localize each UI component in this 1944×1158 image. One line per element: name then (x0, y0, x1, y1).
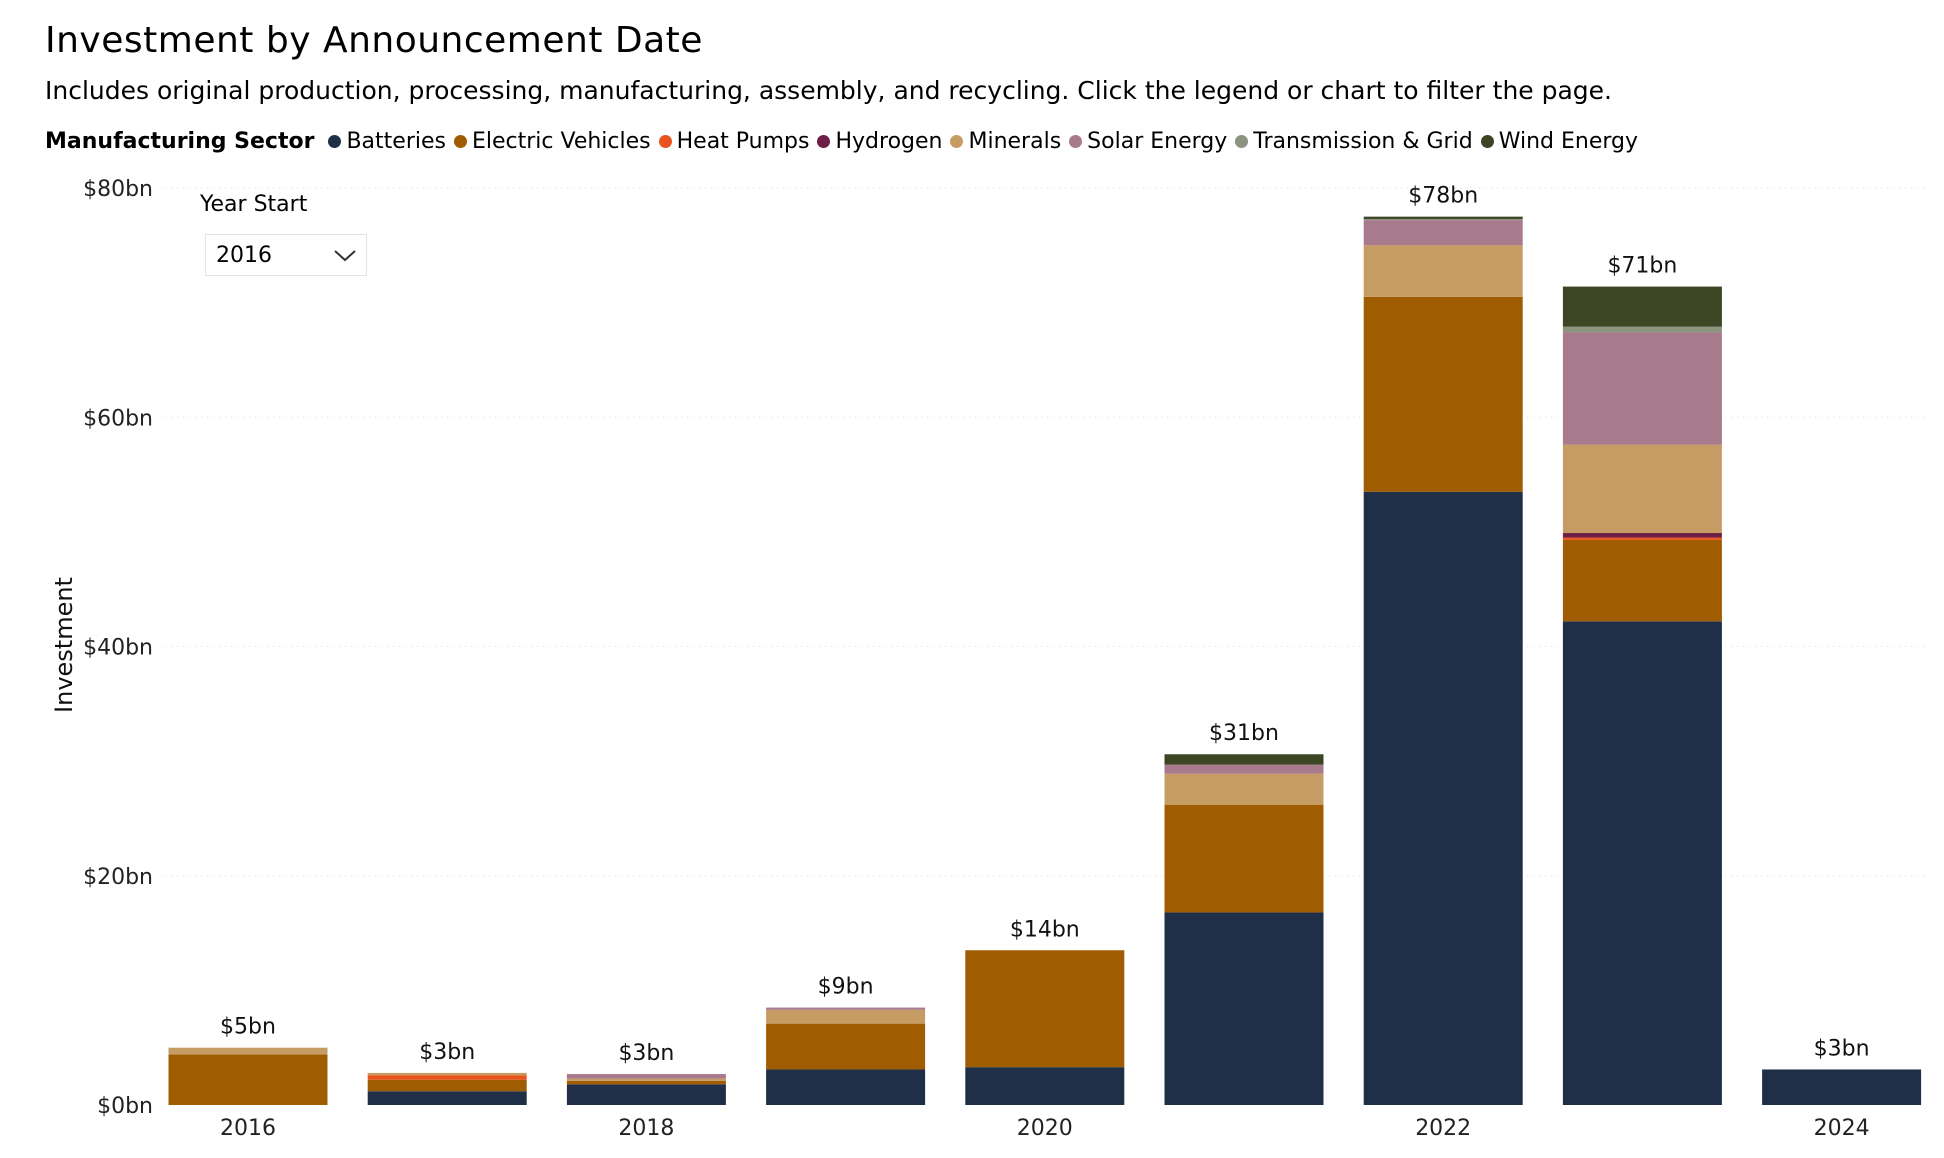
legend-dot-icon (453, 134, 467, 148)
y-axis-tick-labels: $0bn $20bn $40bn $60bn $80bn (83, 177, 153, 1119)
legend-item[interactable]: Hydrogen (817, 129, 942, 154)
bar-segment[interactable] (1562, 326, 1722, 333)
bar-segment[interactable] (766, 1009, 926, 1024)
legend-item-label: Electric Vehicles (471, 128, 651, 154)
total-labels: $5bn $3bn $3bn $9bn $14bn $31bn $78bn $71bn $3bn (220, 184, 1870, 1066)
bar-segment[interactable] (1164, 912, 1324, 1105)
chart-subtitle: Includes original production, processing… (45, 76, 1613, 105)
bar-segment[interactable] (367, 1079, 527, 1092)
x-tick-label: 2018 (618, 1116, 674, 1141)
bar-segment[interactable] (766, 1007, 926, 1010)
legend-item-label: Batteries (346, 128, 446, 154)
total-data-label: $5bn (220, 1015, 276, 1040)
bar-segment[interactable] (1762, 1069, 1922, 1105)
legend-items: Batteries Electric Vehicles Heat Pumps Hydr… (328, 129, 1646, 154)
x-axis-tick-labels: 2016 2018 2020 2022 2024 (220, 1116, 1870, 1141)
total-data-label: $9bn (818, 975, 874, 1000)
legend-item[interactable]: Heat Pumps (658, 128, 810, 154)
bar-segment[interactable] (566, 1084, 726, 1105)
bar-segment[interactable] (1562, 332, 1722, 445)
bar-segment[interactable] (1562, 286, 1722, 327)
bar-segment[interactable] (168, 1054, 328, 1105)
y-tick-label: $80bn (83, 177, 153, 202)
bar-segment[interactable] (1562, 537, 1722, 540)
legend-item-label: Heat Pumps (676, 128, 810, 154)
bar-segment[interactable] (1363, 296, 1523, 492)
legend-item-label: Minerals (968, 128, 1062, 154)
bar-segment[interactable] (566, 1074, 726, 1079)
total-data-label: $3bn (419, 1040, 475, 1065)
legend-dot-icon (1069, 134, 1083, 148)
legend-dot-icon (658, 134, 672, 148)
chevron-down-icon (334, 250, 356, 262)
year-start-dropdown[interactable]: 2016 (205, 234, 367, 276)
bar-segment[interactable] (1363, 491, 1523, 1106)
bar-segment[interactable] (1562, 444, 1722, 534)
bar-segment[interactable] (1164, 754, 1324, 765)
total-data-label: $14bn (1010, 917, 1080, 942)
legend-dot-icon (950, 134, 964, 148)
bar-segment[interactable] (1363, 216, 1523, 219)
legend-item[interactable]: Wind Energy (1480, 128, 1638, 154)
total-data-label: $3bn (1814, 1036, 1870, 1061)
y-tick-label: $0bn (97, 1094, 153, 1119)
y-tick-label: $20bn (83, 865, 153, 890)
legend-item[interactable]: Solar Energy (1069, 129, 1227, 154)
bar-segment[interactable] (1164, 764, 1324, 774)
bar-segment[interactable] (367, 1072, 527, 1076)
total-data-label: $71bn (1607, 254, 1677, 279)
bar-segment[interactable] (1363, 220, 1523, 246)
legend-dot-icon (328, 134, 342, 148)
x-tick-label: 2016 (220, 1116, 276, 1141)
total-data-label: $31bn (1209, 721, 1279, 746)
bar-segment[interactable] (367, 1091, 527, 1105)
y-axis-label: Investment (50, 577, 78, 713)
y-tick-label: $40bn (83, 636, 153, 661)
bar-segment[interactable] (766, 1023, 926, 1070)
year-start-label: Year Start (200, 192, 308, 217)
year-start-value: 2016 (216, 242, 272, 268)
x-tick-label: 2022 (1415, 1116, 1471, 1141)
x-tick-label: 2020 (1017, 1116, 1073, 1141)
bar-segment[interactable] (168, 1047, 328, 1055)
legend-item-label: Transmission & Grid (1253, 128, 1473, 154)
bar-segment[interactable] (367, 1075, 527, 1080)
bar-segment[interactable] (1562, 621, 1722, 1105)
bars (168, 216, 1922, 1106)
legend-item-label: Solar Energy (1087, 128, 1228, 154)
bar-segment[interactable] (1164, 773, 1324, 805)
legend: Manufacturing Sector Batteries Electric V… (45, 126, 1646, 156)
legend-item[interactable]: Minerals (950, 129, 1061, 154)
chart-title: Investment by Announcement Date (45, 20, 703, 61)
bar-segment[interactable] (1363, 218, 1523, 221)
bar-segment[interactable] (566, 1078, 726, 1081)
bar-segment[interactable] (1562, 533, 1722, 538)
bar-segment[interactable] (1562, 539, 1722, 622)
legend-item[interactable]: Transmission & Grid (1235, 128, 1473, 154)
bar-segment[interactable] (965, 1067, 1125, 1105)
x-tick-label: 2024 (1814, 1116, 1870, 1141)
legend-dot-icon (817, 134, 831, 148)
bar-segment[interactable] (1164, 804, 1324, 913)
total-data-label: $78bn (1408, 184, 1478, 209)
legend-dot-icon (1480, 134, 1494, 148)
bar-segment[interactable] (766, 1069, 926, 1105)
bar-segment[interactable] (566, 1080, 726, 1085)
bar-segment[interactable] (1363, 245, 1523, 297)
legend-title: Manufacturing Sector (45, 128, 315, 154)
legend-dot-icon (1235, 134, 1249, 148)
legend-item-label: Wind Energy (1498, 128, 1638, 154)
legend-item[interactable]: Batteries (328, 129, 446, 154)
legend-item-label: Hydrogen (835, 128, 943, 154)
bar-segment[interactable] (965, 950, 1125, 1068)
total-data-label: $3bn (618, 1041, 674, 1066)
y-tick-label: $60bn (83, 406, 153, 431)
legend-item[interactable]: Electric Vehicles (453, 128, 651, 154)
